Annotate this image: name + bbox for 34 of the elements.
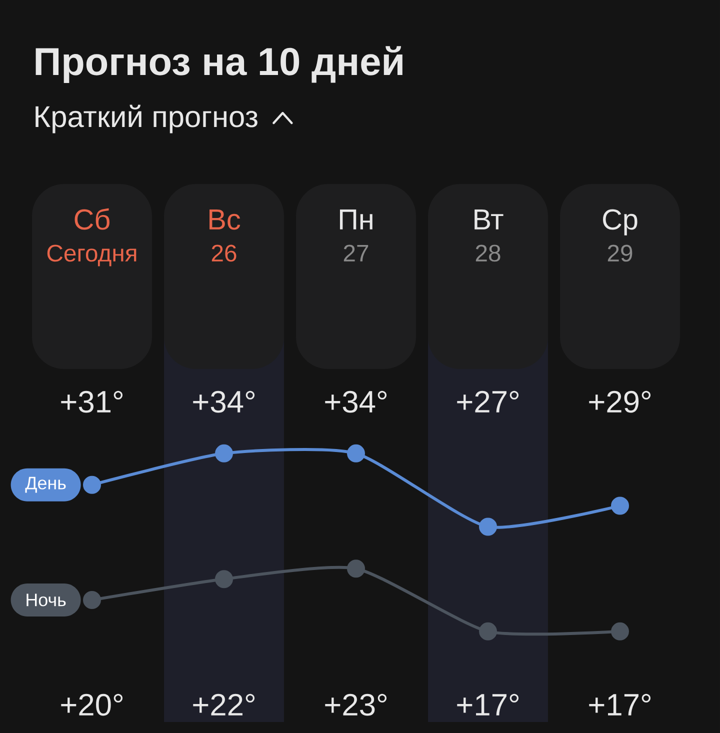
x-tick-label: Вт bbox=[474, 210, 504, 230]
data-label: +29° bbox=[589, 390, 651, 413]
point bbox=[479, 518, 498, 536]
text: Сегодня bbox=[47, 244, 136, 266]
text: 27 bbox=[344, 244, 368, 262]
x-tick-label: Пн bbox=[340, 210, 372, 230]
data-label: +20° bbox=[61, 694, 123, 716]
series-label: День bbox=[25, 476, 66, 493]
point bbox=[347, 560, 365, 578]
point bbox=[215, 444, 233, 462]
text: 28 bbox=[476, 244, 500, 262]
point bbox=[347, 444, 365, 462]
text: 26 bbox=[212, 244, 236, 262]
data-label: +22° bbox=[193, 694, 255, 716]
data-label: +27° bbox=[457, 390, 519, 412]
data-label: +23° bbox=[325, 694, 387, 716]
data-label: +34° bbox=[193, 390, 255, 413]
x-tick-label: Вс bbox=[210, 210, 240, 230]
x-tick-label: Ср bbox=[603, 209, 638, 236]
point bbox=[479, 622, 498, 640]
point bbox=[611, 622, 630, 640]
x-tick-label: Сб bbox=[74, 208, 110, 230]
chart-subtitle: Краткий прогноз bbox=[36, 104, 258, 134]
text: 29 bbox=[608, 244, 632, 262]
point bbox=[611, 496, 630, 515]
chart-title: Прогноз на 10 дней bbox=[36, 46, 402, 84]
series-label: Ночь bbox=[26, 594, 66, 606]
data-label: +17° bbox=[457, 694, 519, 716]
data-label: +34° bbox=[325, 390, 387, 413]
point bbox=[83, 476, 101, 494]
point bbox=[215, 570, 233, 588]
data-label: +31° bbox=[61, 390, 123, 413]
data-label: +17° bbox=[589, 694, 651, 716]
point bbox=[83, 591, 101, 610]
